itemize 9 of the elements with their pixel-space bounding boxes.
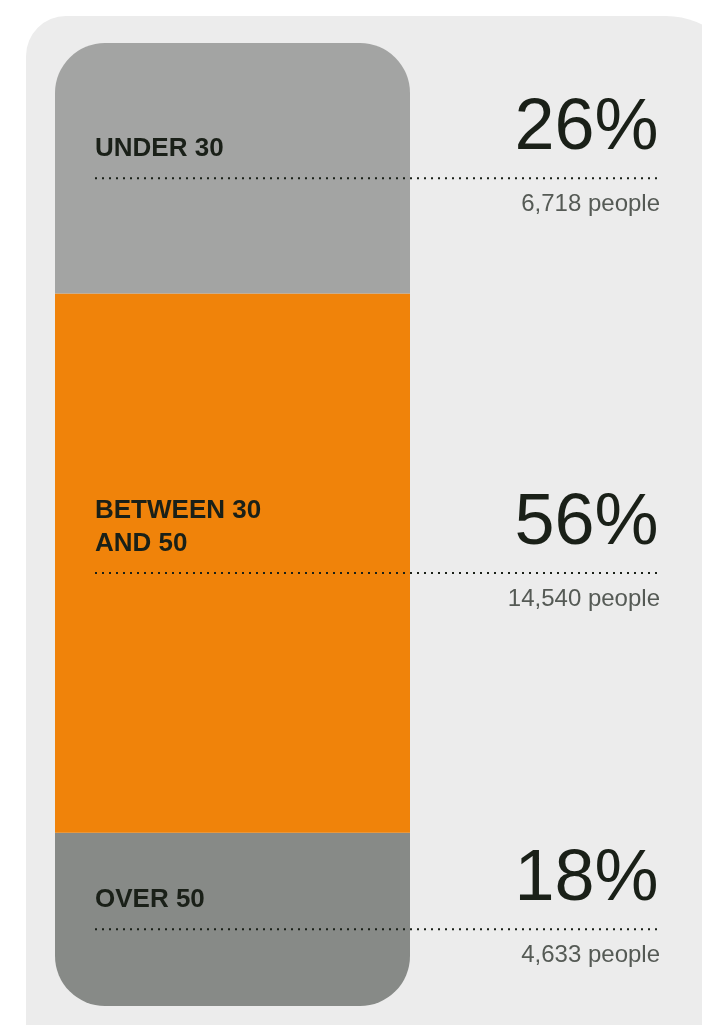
data-label: 56% [514,479,659,560]
series-label: OVER 50 [95,882,205,913]
series-label: BETWEEN 30 AND 50 [95,493,262,557]
text: 4,633 people [521,939,660,967]
text: 14,540 people [507,583,660,611]
text: 6,718 people [521,188,660,216]
data-label: 26% [514,84,659,165]
series-label: UNDER 30 [95,131,224,162]
data-label: 18% [514,835,659,916]
